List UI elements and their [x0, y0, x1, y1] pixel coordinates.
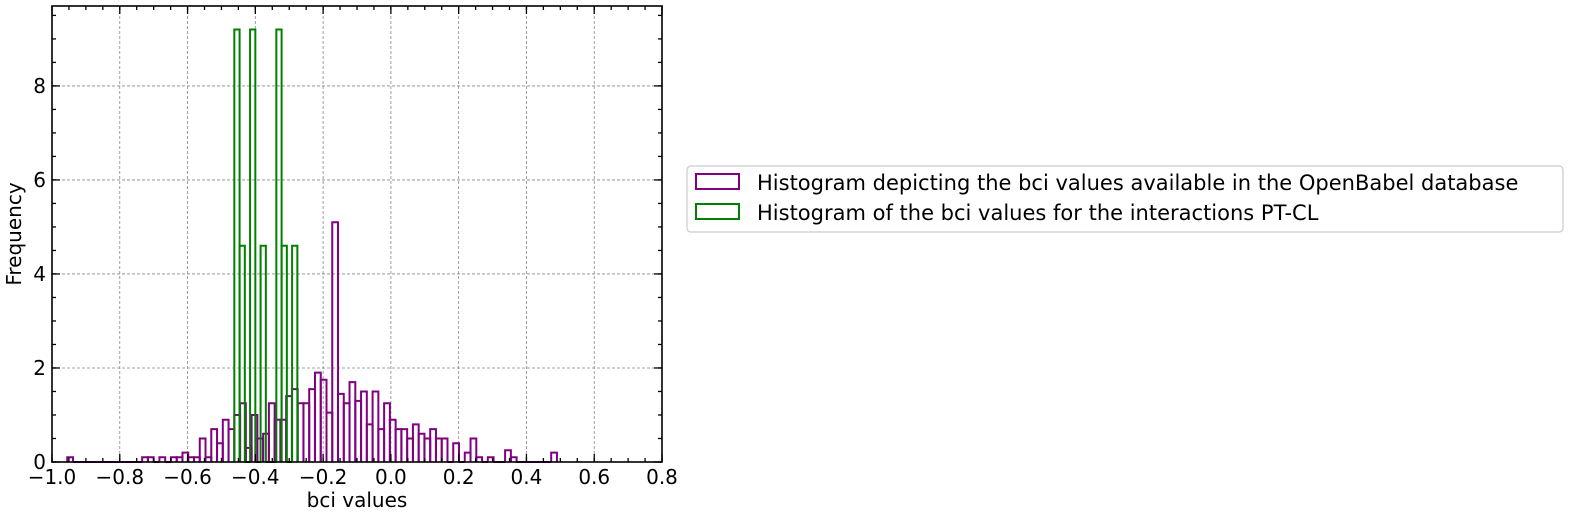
histogram-bar [331, 221, 340, 462]
x-axis-label: bci values [307, 488, 408, 512]
histogram-bar [509, 456, 518, 462]
histogram-bar [469, 437, 478, 462]
histogram-bar [440, 437, 449, 462]
y-tick-label: 4 [33, 262, 46, 286]
axis-tick-labels: −1.0 −0.8 −0.6 −0.4 −0.2 0.0 0.2 0.4 0.6 0.8 0 2 4 6 8 [28, 74, 678, 489]
legend-frame [686, 165, 1564, 233]
x-tick-label: 0.6 [578, 465, 610, 489]
histogram-bar [249, 28, 257, 462]
y-tick-label: 0 [33, 450, 46, 474]
histogram-bar [475, 456, 484, 462]
x-tick-label: 0.4 [511, 465, 543, 489]
y-tick-label: 8 [33, 74, 46, 98]
series-1 [233, 28, 299, 463]
legend-label-pt-cl: Histogram of the bci values for the inte… [757, 201, 1319, 225]
y-tick-label: 6 [33, 168, 46, 192]
histogram-bar [504, 449, 512, 462]
histogram-bar [280, 244, 288, 462]
histogram-bar [452, 442, 461, 462]
histogram-bar [371, 390, 380, 462]
histogram-bar [550, 451, 558, 462]
legend: Histogram depicting the bci values avail… [686, 165, 1564, 233]
x-tick-label: −1.0 [28, 465, 77, 489]
histogram-bar [158, 456, 167, 462]
histogram-bar [66, 456, 75, 462]
legend-label-openbabel: Histogram depicting the bci values avail… [757, 171, 1518, 195]
axis-ticks [51, 6, 663, 463]
x-tick-label: 0.8 [646, 465, 678, 489]
x-tick-label: −0.8 [95, 465, 144, 489]
x-tick-label: 0.0 [375, 465, 407, 489]
legend-swatch-pt-cl [695, 203, 740, 220]
histogram-bar [259, 244, 267, 462]
x-tick-label: −0.2 [299, 465, 348, 489]
histogram-bar [291, 244, 299, 462]
y-tick-label: 2 [33, 356, 46, 380]
x-tick-label: 0.2 [443, 465, 475, 489]
y-axis-label: Frequency [2, 182, 26, 285]
x-tick-label: −0.4 [231, 465, 280, 489]
x-tick-label: −0.6 [163, 465, 212, 489]
histogram-bar [198, 437, 207, 462]
histogram-bar [238, 244, 246, 462]
histogram-bar [486, 456, 495, 462]
legend-swatch-openbabel [695, 173, 740, 190]
